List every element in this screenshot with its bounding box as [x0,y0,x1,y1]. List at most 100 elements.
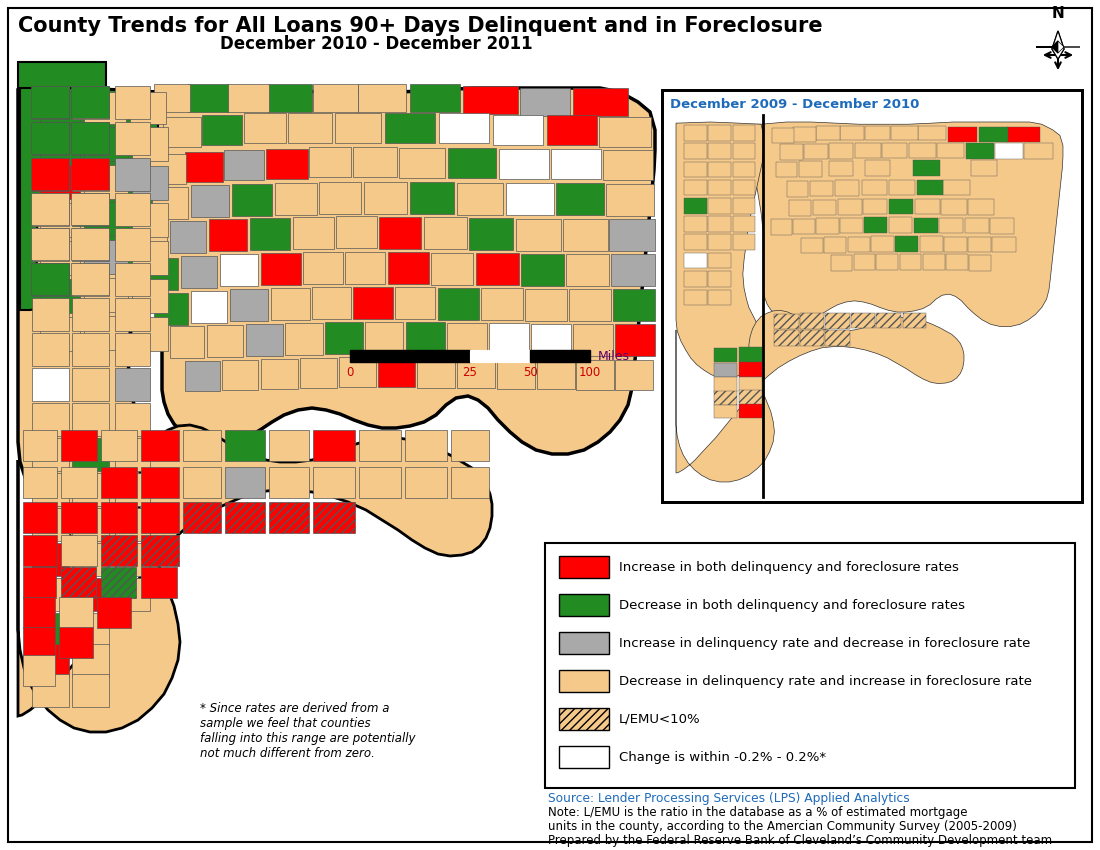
Bar [188,84,228,112]
Bar [684,198,707,213]
Bar [738,405,761,417]
Bar [559,708,609,730]
Bar [72,643,109,677]
Bar [114,473,150,506]
Polygon shape [18,425,492,732]
Bar [101,502,138,532]
Bar [615,360,653,390]
Bar [968,199,993,215]
Bar [336,113,381,143]
Bar [733,235,755,250]
Bar [438,288,478,320]
Bar [708,252,732,269]
Bar [152,187,188,219]
Bar [559,632,609,654]
Bar [270,502,309,532]
Text: L/EMU<10%: L/EMU<10% [619,712,701,726]
Bar [551,149,601,179]
Bar [72,192,109,225]
Bar [915,199,940,214]
Text: units in the county, according to the Amercian Community Survey (2005-2009): units in the county, according to the Am… [548,820,1016,833]
Bar [969,255,991,270]
Bar [865,160,890,176]
Bar [848,236,870,252]
Bar [406,322,444,354]
Bar [101,535,138,565]
Bar [31,263,69,295]
Bar [72,263,109,296]
Bar [59,597,94,627]
Bar [882,143,908,158]
Bar [684,271,707,287]
Bar [565,254,608,286]
Bar [32,473,68,506]
Bar [771,219,792,235]
Bar [72,157,109,190]
Bar [877,313,901,328]
Bar [793,218,815,235]
Bar [738,390,761,405]
Bar [684,252,707,269]
Bar [600,117,651,147]
Bar [733,144,755,159]
Polygon shape [1052,31,1064,59]
Bar [944,236,967,252]
Text: County Trends for All Loans 90+ Days Delinquent and in Foreclosure: County Trends for All Loans 90+ Days Del… [18,16,823,36]
Bar [209,219,248,251]
Bar [314,502,355,532]
Bar [776,162,798,178]
Bar [559,670,609,692]
Bar [250,218,290,250]
Polygon shape [750,122,1063,326]
Bar [339,357,375,387]
Bar [72,193,109,225]
Bar [916,179,944,196]
Bar [132,127,168,161]
Bar [32,577,68,610]
Bar [544,543,1075,788]
Bar [84,240,128,274]
Text: December 2009 - December 2010: December 2009 - December 2010 [670,98,920,111]
Polygon shape [18,88,162,547]
Bar [31,158,69,190]
Bar [18,62,106,142]
Bar [811,181,834,196]
Bar [244,113,286,143]
Bar [615,324,654,356]
Bar [891,126,917,140]
Bar [271,288,309,320]
Polygon shape [20,88,158,310]
Bar [786,181,808,197]
Bar [547,115,597,145]
Bar [684,125,707,141]
Bar [738,377,761,391]
Bar [576,360,614,390]
Bar [395,287,434,319]
Bar [114,263,150,296]
Bar [979,127,1008,142]
Bar [154,84,190,112]
Bar [379,217,421,249]
Bar [141,429,179,461]
Bar [31,228,69,260]
Bar [829,144,854,159]
Polygon shape [1058,41,1080,53]
Bar [114,192,150,225]
Bar [405,467,447,497]
Bar [170,221,206,253]
Bar [132,203,168,237]
Bar [270,429,309,461]
Text: 100: 100 [579,366,601,379]
Text: Source: Lender Processing Services (LPS) Applied Analytics: Source: Lender Processing Services (LPS)… [548,792,910,805]
Bar [114,332,150,366]
Bar [299,358,337,388]
Bar [913,160,939,176]
Bar [572,88,627,116]
Bar [72,403,109,435]
Bar [556,183,604,215]
Bar [609,219,654,251]
Bar [40,279,80,313]
Bar [32,542,68,575]
Bar [72,86,109,118]
Bar [60,467,97,497]
